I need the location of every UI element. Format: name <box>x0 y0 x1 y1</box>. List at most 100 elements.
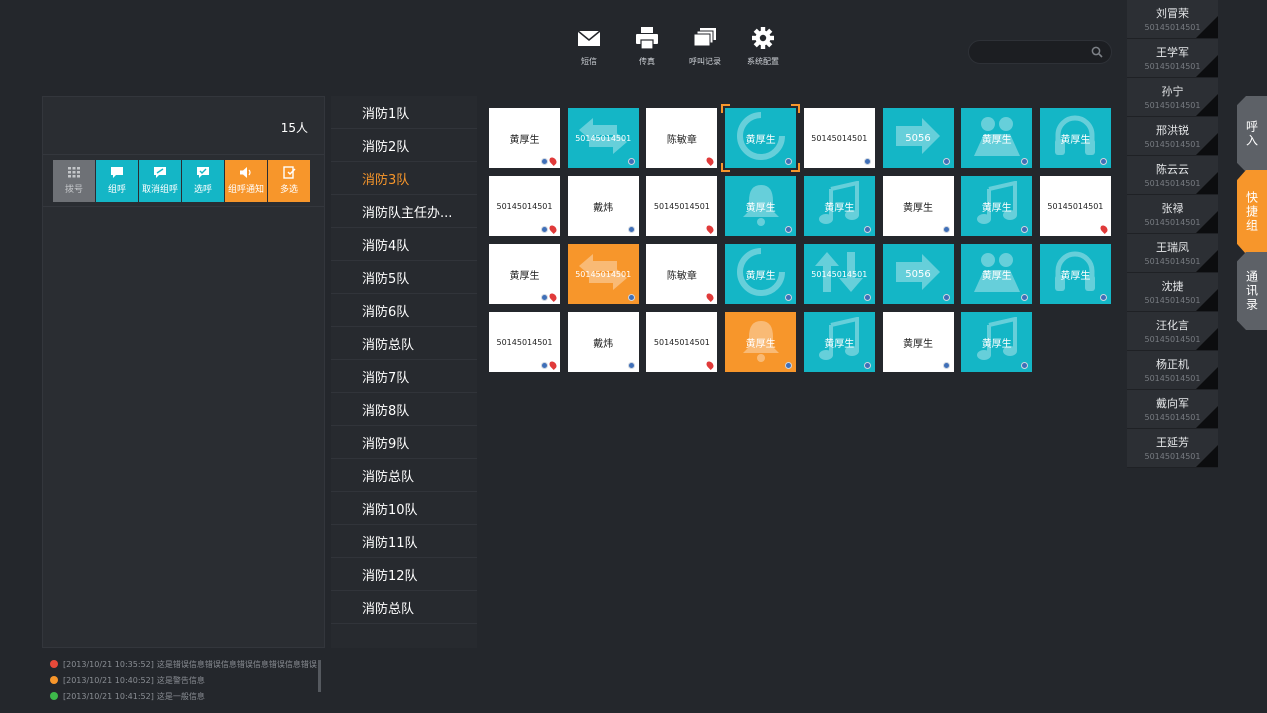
phone-icon[interactable] <box>1205 454 1215 464</box>
member-tile-label: 陈敏章 <box>666 270 697 282</box>
member-tile[interactable]: 50145014501 <box>803 244 875 304</box>
status-indicators <box>863 158 871 165</box>
member-tile[interactable]: 黄厚生 <box>725 312 797 372</box>
member-tile[interactable]: 黄厚生 <box>725 176 797 236</box>
dial-button[interactable]: 拨号 <box>53 159 95 202</box>
contact-item[interactable]: 王学军 50145014501 <box>1127 39 1218 78</box>
team-item[interactable]: 消防10队 <box>331 492 477 525</box>
contact-item[interactable]: 戴向军 50145014501 <box>1127 390 1218 429</box>
contact-item[interactable]: 汪化言 50145014501 <box>1127 312 1218 351</box>
phone-icon[interactable] <box>1205 25 1215 35</box>
member-tile[interactable]: 50145014501 <box>567 108 639 168</box>
member-tile[interactable]: 50145014501 <box>489 312 560 372</box>
phone-icon[interactable] <box>1205 64 1215 74</box>
contact-item[interactable]: 沈捷 50145014501 <box>1127 273 1218 312</box>
search-input[interactable] <box>969 42 1087 65</box>
log-time: [2013/10/21 10:40:52] <box>63 675 154 685</box>
multi-select-button[interactable]: 多选 <box>268 159 310 202</box>
member-tile[interactable]: 黄厚生 <box>489 244 560 304</box>
contact-item[interactable]: 刘冒荣 50145014501 <box>1127 0 1218 39</box>
group-call-button[interactable]: 组呼 <box>96 159 138 202</box>
member-tile[interactable]: 5056 <box>882 108 954 168</box>
member-tile[interactable]: 黄厚生 <box>1039 244 1111 304</box>
team-item[interactable]: 消防6队 <box>331 294 477 327</box>
phone-icon[interactable] <box>1205 337 1215 347</box>
member-tile[interactable]: 黄厚生 <box>725 244 797 304</box>
contact-item[interactable]: 孙宁 50145014501 <box>1127 78 1218 117</box>
team-item[interactable]: 消防5队 <box>331 261 477 294</box>
member-tile[interactable]: 50145014501 <box>646 176 718 236</box>
member-tile[interactable]: 黄厚生 <box>803 312 875 372</box>
phone-icon[interactable] <box>1205 415 1215 425</box>
team-item[interactable]: 消防4队 <box>331 228 477 261</box>
team-item[interactable]: 消防12队 <box>331 558 477 591</box>
member-tile[interactable]: 黄厚生 <box>961 176 1033 236</box>
team-icon <box>341 107 356 118</box>
member-tile[interactable]: 黄厚生 <box>725 108 797 168</box>
headset-icon <box>1052 249 1098 299</box>
member-tile[interactable]: 陈敏章 <box>646 108 718 168</box>
team-item[interactable]: 消防总队 <box>331 459 477 492</box>
contact-item[interactable]: 杨正机 50145014501 <box>1127 351 1218 390</box>
contact-item[interactable]: 张禄 50145014501 <box>1127 195 1218 234</box>
fax-button[interactable]: 传真 <box>618 26 676 70</box>
member-tile[interactable]: 黄厚生 <box>961 244 1033 304</box>
member-tile[interactable]: 黄厚生 <box>803 176 875 236</box>
member-tile[interactable]: 50145014501 <box>489 176 560 236</box>
contact-item[interactable]: 王延芳 50145014501 <box>1127 429 1218 468</box>
member-tile-label: 黄厚生 <box>981 338 1012 350</box>
team-item[interactable]: 消防7队 <box>331 360 477 393</box>
log-scrollbar[interactable] <box>318 660 321 692</box>
member-tile[interactable]: 黄厚生 <box>961 312 1033 372</box>
contact-item[interactable]: 陈云云 50145014501 <box>1127 156 1218 195</box>
member-tile[interactable]: 黄厚生 <box>882 312 954 372</box>
group-call-notify-button[interactable]: 组呼通知 <box>225 159 267 202</box>
phone-icon[interactable] <box>1205 103 1215 113</box>
member-tile[interactable]: 戴炜 <box>567 176 639 236</box>
contact-item[interactable]: 王瑞凤 50145014501 <box>1127 234 1218 273</box>
call-log-button[interactable]: 呼叫记录 <box>676 26 734 70</box>
member-tile[interactable]: 50145014501 <box>803 108 875 168</box>
phone-icon[interactable] <box>1205 181 1215 191</box>
system-config-button[interactable]: 系统配置 <box>734 26 792 70</box>
contact-number: 50145014501 <box>1144 179 1201 188</box>
team-item[interactable]: 消防2队 <box>331 129 477 162</box>
tab-address-book[interactable]: 通讯录 <box>1237 252 1267 330</box>
team-item[interactable]: 消防总队 <box>331 591 477 624</box>
tab-incoming[interactable]: 呼入 <box>1237 96 1267 172</box>
member-tile[interactable]: 陈敏章 <box>646 244 718 304</box>
member-tile[interactable]: 黄厚生 <box>489 108 560 168</box>
phone-icon[interactable] <box>1205 259 1215 269</box>
member-tile-label: 黄厚生 <box>745 202 776 214</box>
member-tile[interactable]: 50145014501 <box>1039 176 1111 236</box>
sms-button[interactable]: 短信 <box>560 26 618 70</box>
phone-icon[interactable] <box>1205 142 1215 152</box>
member-tile[interactable]: 黄厚生 <box>961 108 1033 168</box>
team-item[interactable]: 消防1队 <box>331 96 477 129</box>
member-tile[interactable]: 50145014501 <box>646 312 718 372</box>
team-item[interactable]: 消防3队 <box>331 162 477 195</box>
member-tile[interactable]: 50145014501 <box>567 244 639 304</box>
info-icon <box>50 692 58 700</box>
phone-icon[interactable] <box>1205 376 1215 386</box>
tab-quick-group[interactable]: 快捷组 <box>1237 170 1267 254</box>
member-tile[interactable]: 黄厚生 <box>882 176 954 236</box>
member-tile[interactable]: 黄厚生 <box>1039 108 1111 168</box>
cancel-group-call-button[interactable]: 取消组呼 <box>139 159 181 202</box>
team-item[interactable]: 消防8队 <box>331 393 477 426</box>
select-call-button[interactable]: 选呼 <box>182 159 224 202</box>
member-tile[interactable]: 戴炜 <box>567 312 639 372</box>
contact-item[interactable]: 邢洪锐 50145014501 <box>1127 117 1218 156</box>
team-item[interactable]: 消防9队 <box>331 426 477 459</box>
phone-icon[interactable] <box>1205 220 1215 230</box>
member-tile-label: 50145014501 <box>811 133 868 143</box>
team-item[interactable]: 消防11队 <box>331 525 477 558</box>
phone-icon[interactable] <box>1205 298 1215 308</box>
team-item[interactable]: 消防总队 <box>331 327 477 360</box>
dial-label: 拨号 <box>64 185 83 195</box>
member-tile[interactable]: 5056 <box>882 244 954 304</box>
team-icon <box>341 140 356 151</box>
search-icon[interactable] <box>1091 46 1103 58</box>
contact-corner <box>1196 289 1218 311</box>
team-item[interactable]: 消防队主任办... <box>331 195 477 228</box>
